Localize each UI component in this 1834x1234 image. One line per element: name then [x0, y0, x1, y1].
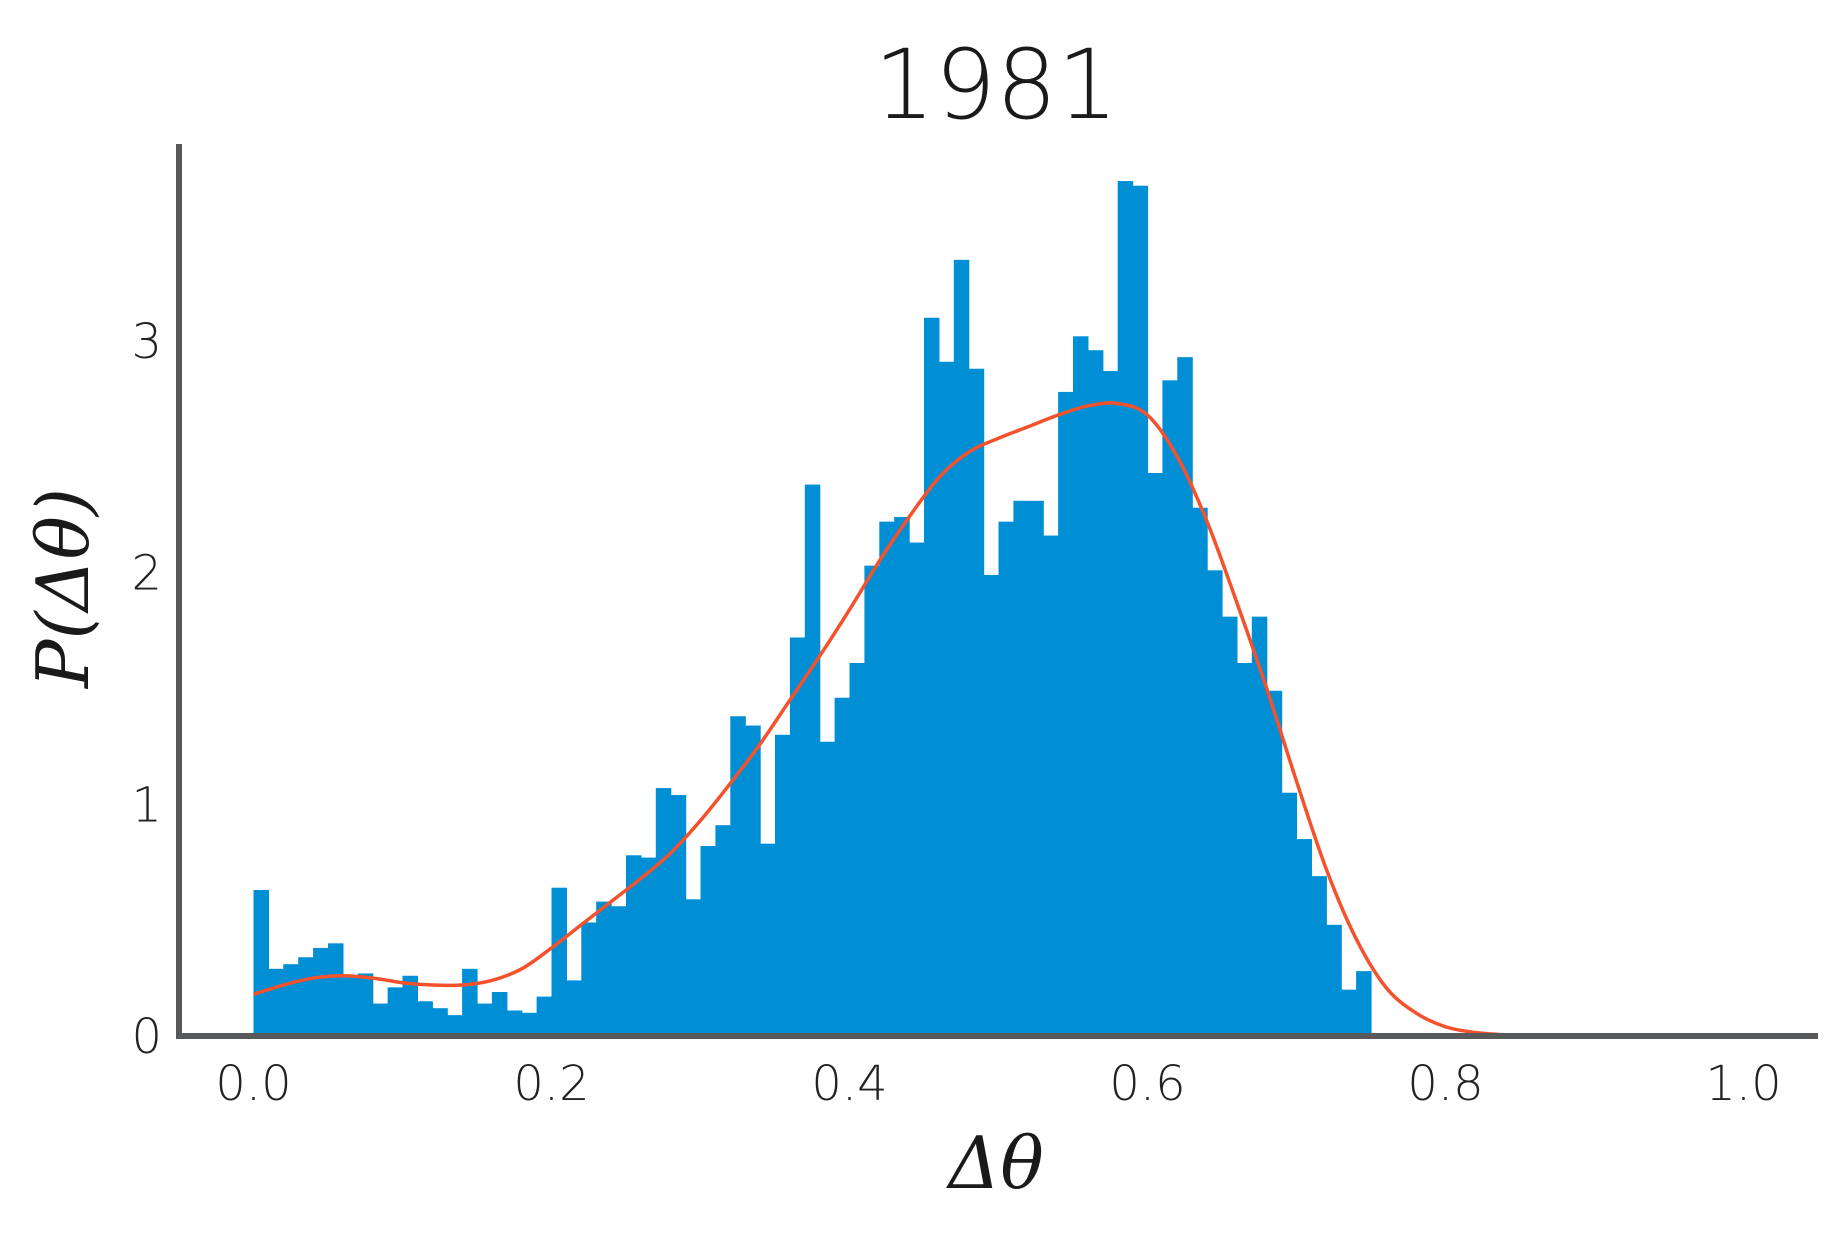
histogram-bar [998, 521, 1014, 1036]
histogram-bar [1236, 662, 1253, 1036]
histogram-bar [909, 542, 925, 1036]
y-axis-label: P(Δθ) [21, 488, 105, 690]
histogram-bar [789, 637, 806, 1036]
histogram-bar [283, 964, 299, 1036]
histogram-bar [1147, 472, 1163, 1036]
histogram-bar [953, 259, 970, 1037]
histogram-bar [1117, 181, 1134, 1036]
histogram-bar [551, 887, 567, 1036]
histogram-bar [387, 987, 404, 1036]
y-tick-label: 3 [131, 314, 162, 370]
histogram-bar [849, 662, 865, 1036]
histogram-bar [536, 996, 553, 1036]
histogram-bar [819, 741, 836, 1036]
x-tick-label: 1.0 [1705, 1056, 1781, 1112]
x-tick-label: 0.6 [1109, 1056, 1185, 1112]
histogram-bar [402, 975, 418, 1036]
kde-curve [252, 401, 1535, 1038]
histogram-bar [924, 317, 940, 1036]
histogram-bar [417, 1001, 433, 1036]
histogram-bar [1326, 924, 1342, 1036]
histogram-bar [1207, 570, 1223, 1036]
histogram-bar [1028, 500, 1044, 1036]
histogram-bar [342, 975, 359, 1036]
histogram-bar [1251, 616, 1268, 1036]
histogram-bar [1311, 876, 1327, 1036]
histogram-bar [357, 973, 374, 1036]
histogram-bar [864, 565, 880, 1036]
histogram-bar [298, 957, 314, 1036]
histogram-bar [432, 1008, 448, 1036]
histogram-bar [1043, 535, 1059, 1036]
histogram-bar [1177, 357, 1193, 1036]
histogram-bar [626, 855, 642, 1036]
chart-title: 1981 [874, 29, 1118, 141]
histogram-bar [581, 922, 597, 1036]
histogram-bar [372, 1003, 389, 1036]
histogram-bar [1296, 839, 1312, 1036]
histogram-bar [938, 361, 955, 1037]
histogram-bar [477, 1003, 493, 1036]
histogram-bar [491, 991, 508, 1036]
histogram-bar [968, 368, 985, 1036]
histogram-bar [506, 1010, 523, 1036]
histogram-bar [879, 521, 895, 1036]
x-axis-label: Δθ [945, 1121, 1043, 1205]
y-tick-label: 0 [131, 1009, 162, 1065]
histogram-bar [1087, 350, 1104, 1036]
histogram-bar [1162, 380, 1178, 1036]
histogram-bar [894, 517, 910, 1036]
histogram-bar [730, 716, 746, 1036]
x-tick-label: 0.4 [811, 1056, 887, 1112]
y-tick-label: 1 [131, 777, 162, 833]
histogram-bar [611, 906, 627, 1036]
histogram-bar [462, 968, 478, 1036]
histogram-bar [760, 843, 776, 1036]
histogram-bar [745, 725, 761, 1036]
histogram-bar [1013, 500, 1029, 1036]
histogram-bar [715, 825, 731, 1036]
histogram-bar [1266, 690, 1283, 1036]
x-tick-label: 0.2 [513, 1056, 589, 1112]
histogram-bar [313, 947, 329, 1036]
x-tick-labels: 0.0 0.2 0.4 0.6 0.8 1.0 [215, 1056, 1781, 1112]
histogram-bar [253, 890, 269, 1036]
histogram-bar [834, 697, 851, 1036]
histogram-bar [268, 968, 284, 1036]
histogram-bar [685, 899, 702, 1036]
histogram-bar [983, 574, 1000, 1036]
y-tick-labels: 0 1 2 3 [131, 314, 162, 1065]
histogram-bar [596, 901, 612, 1036]
histogram-bar [670, 795, 687, 1036]
histogram-bar [775, 734, 791, 1036]
histogram-bar [521, 1012, 538, 1036]
histogram-bar [1281, 792, 1298, 1036]
histogram-bar [1341, 989, 1357, 1036]
histogram-bar [447, 1015, 463, 1036]
histogram-bar [804, 484, 821, 1037]
histogram-bar [1102, 371, 1119, 1036]
histogram-bar [655, 788, 672, 1036]
histogram-bar [1132, 185, 1149, 1036]
histogram-bar [1192, 507, 1208, 1037]
histogram-bar [1222, 616, 1238, 1036]
histogram-bar [640, 857, 657, 1036]
histogram-bar [1058, 391, 1074, 1036]
x-tick-label: 0.8 [1407, 1056, 1483, 1112]
histogram-bar [1073, 336, 1089, 1037]
y-tick-label: 2 [131, 546, 162, 602]
x-tick-label: 0.0 [215, 1056, 291, 1112]
histogram-bars [253, 181, 1372, 1037]
histogram-bar [700, 846, 716, 1036]
histogram-bar [328, 943, 344, 1036]
histogram-bar [1356, 971, 1372, 1036]
histogram-bar [566, 980, 582, 1036]
